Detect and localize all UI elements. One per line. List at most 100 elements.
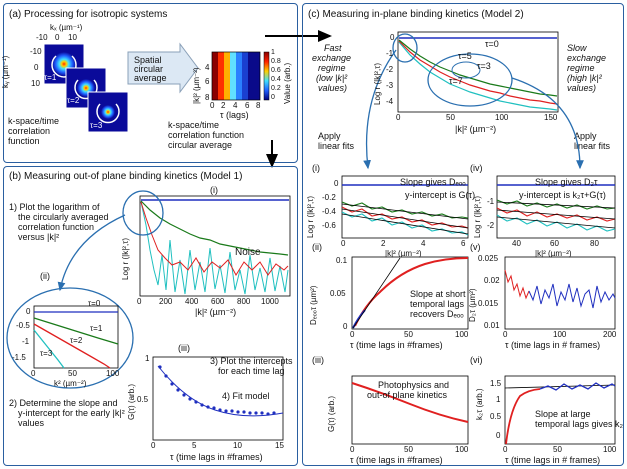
heat-x-tick-2: 4 (233, 101, 238, 110)
step1-1: the circularly averaged (18, 212, 109, 222)
g-tau-point (170, 382, 174, 386)
g-tau-point (230, 409, 234, 413)
c-vi-xlabel: τ (time lags in # frames) (505, 455, 601, 465)
c-i-note-0: Slope gives Dₑₒₒ (400, 177, 466, 187)
b-main-x-tick-2: 400 (185, 297, 199, 306)
g-tau-point (188, 397, 192, 401)
plot-c-ii (351, 256, 469, 330)
b-g-y-tick-1: 0.5 (137, 395, 149, 404)
arrow-text-1: circular (134, 64, 164, 74)
c-ii-y-tick-1: 0.05 (330, 289, 346, 298)
c-top-x-tick-0: 0 (396, 113, 401, 122)
step2-0: 2) Determine the slope and (9, 398, 118, 408)
step2-2: values (18, 418, 45, 428)
g-tau-point (242, 410, 246, 414)
b-g-x-tick-3: 15 (275, 441, 284, 450)
b-inset-x-tick-2: 100 (106, 369, 120, 378)
plot-c-i (341, 175, 469, 239)
c-v-blue (528, 283, 616, 309)
caption-left-0: k-space/time (8, 116, 60, 126)
b-iii-fit-curve (157, 365, 284, 417)
b-g-x-tick-0: 0 (151, 441, 156, 450)
step1-3: versus |k|² (18, 232, 60, 242)
panel-c (302, 3, 624, 466)
g-tau-point (218, 408, 222, 412)
b-inset-y-tick-0: 0 (26, 307, 31, 316)
c-vi-y-tick-2: 0.5 (490, 412, 502, 421)
arrow-text-0: Spatial (134, 55, 162, 65)
c-iii-x-tick-2: 100 (455, 445, 469, 454)
cbar-tick-2: 0.6 (271, 67, 281, 74)
slow-1: exchange (567, 53, 607, 63)
slow-4: values) (567, 83, 597, 93)
b-g-x-tick-1: 5 (192, 441, 197, 450)
heatmap (211, 51, 261, 101)
c-iii-note-0: Photophysics and (378, 380, 450, 390)
c-top-x-tick-2: 100 (495, 113, 509, 122)
ky-tick-1: 0 (34, 63, 39, 72)
arrow-text-2: average (134, 73, 167, 83)
g-tau-point (236, 410, 240, 414)
g-tau-point (224, 409, 228, 413)
cbar-tick-1: 0.8 (271, 58, 281, 65)
b-inset-y-tick-1: -0.5 (16, 321, 30, 330)
c-i-y-tick-2: -0.4 (322, 207, 336, 216)
b-main-xlabel: |k|² (µm⁻²) (195, 307, 237, 317)
b-inset-x-tick-1: 50 (68, 369, 77, 378)
b-i-red-curve (140, 201, 289, 277)
plot-c-top (392, 31, 559, 113)
c-iii-x-tick-1: 50 (404, 445, 413, 454)
label-c-i: (i) (312, 163, 320, 173)
plot-b-i (122, 190, 291, 297)
fast-2: regime (318, 63, 346, 73)
cbar-tick-0: 1 (271, 49, 275, 56)
c-top-ylabel: Log r (|k|²,τ) (373, 63, 382, 105)
tau2-label: τ=2 (67, 96, 80, 105)
heat-x-tick-4: 8 (256, 101, 261, 110)
c-vi-red-curve (505, 388, 541, 445)
g-tau-point (272, 411, 276, 415)
c-vi-note-1: temporal lags gives k₂ (535, 419, 624, 429)
g-tau-point (158, 365, 162, 369)
c-v-y-tick-3: 0.01 (484, 321, 500, 330)
step1-2: correlation function (18, 222, 95, 232)
c-top-tau3: τ=3 (477, 61, 491, 71)
c-ii-xlabel: τ (time lags in #frames) (350, 340, 443, 350)
c-ii-note-1: temporal lags (410, 299, 465, 309)
plot-b-ii (6, 287, 134, 389)
b-g-x-tick-2: 10 (233, 441, 242, 450)
c-v-x-tick-0: 0 (503, 330, 508, 339)
g-tau-point (164, 374, 168, 378)
step2-1: y-intercept for the early |k|² (18, 408, 125, 418)
c-v-y-tick-2: 0.015 (478, 299, 499, 308)
b-main-x-tick-0: 0 (137, 297, 142, 306)
caption-left-1: correlation (8, 126, 51, 136)
b-ii-ellipse (6, 287, 134, 389)
b-inset-tau3: τ=3 (40, 349, 53, 358)
c-vi-y-tick-1: 1 (496, 395, 501, 404)
c-iii-red-curve (351, 382, 469, 423)
c-top-ellipse-small (451, 61, 481, 79)
plot-c-iv (496, 175, 616, 239)
c-top-cyan (398, 41, 558, 111)
step3-0: 3) Plot the intercepts (210, 356, 293, 366)
kspace-frame-3 (87, 91, 129, 133)
c-top-tau5: τ=5 (458, 51, 472, 61)
c-i-green (341, 201, 469, 219)
c-vi-y-tick-3: 0 (496, 431, 501, 440)
kx-tick-1: 0 (55, 33, 60, 42)
c-i-note-1: y-intercept is G(τ) (405, 190, 476, 200)
c-top-x-tick-3: 150 (544, 113, 558, 122)
c-iv-note-1: y-intercept is k₂τ+G(τ) (519, 190, 606, 200)
heatmap-colorbar (263, 51, 270, 101)
c-v-y-tick-0: 0.025 (478, 254, 499, 263)
heat-y-tick-1: 6 (205, 77, 210, 86)
c-i-y-tick-3: -0.6 (322, 221, 336, 230)
c-i-x-tick-2: 4 (421, 239, 426, 248)
c-top-x-tick-1: 50 (446, 113, 455, 122)
b-i-green-curve (140, 200, 289, 256)
c-i-y-tick-1: -0.2 (322, 193, 336, 202)
c-vi-y-tick-0: 1.5 (490, 379, 502, 388)
fast-3: (low |k|² (316, 73, 348, 83)
c-top-red (398, 40, 558, 105)
